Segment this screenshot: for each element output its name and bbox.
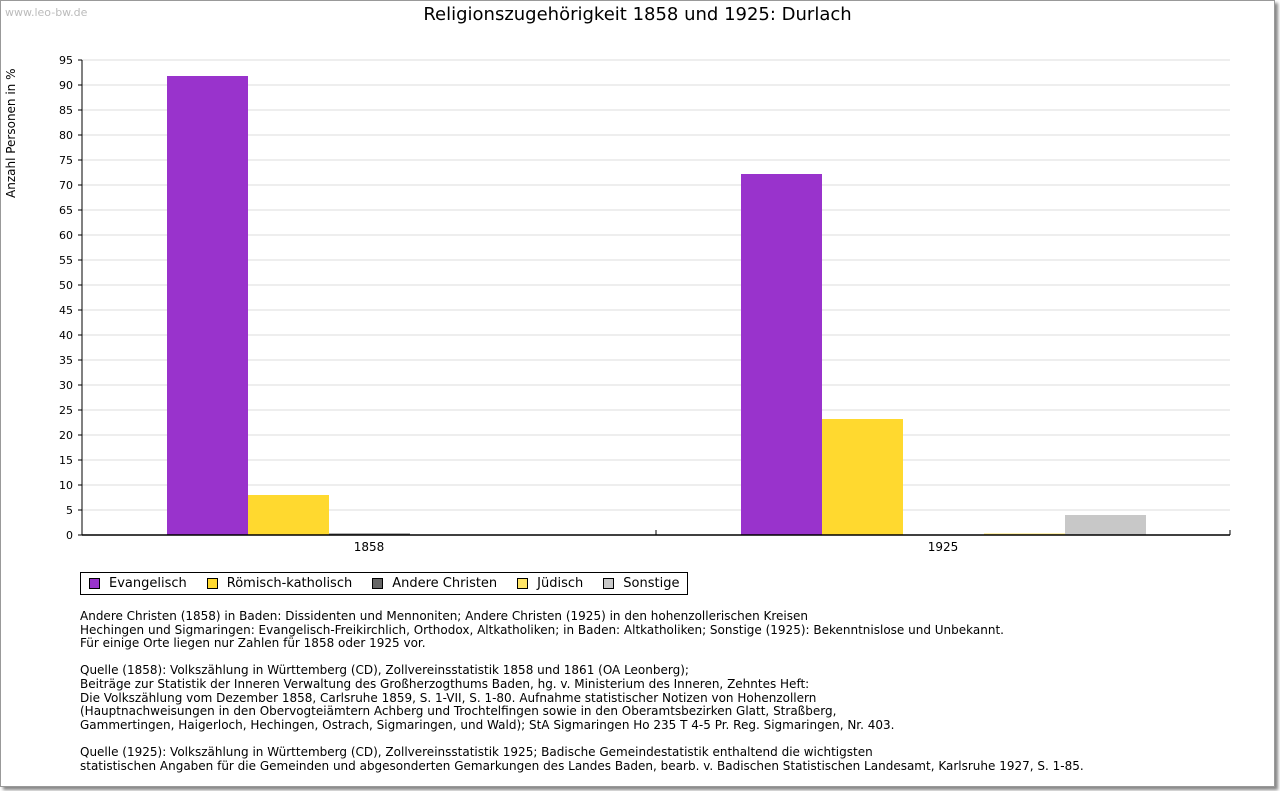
- bar-evangelisch-1925: [741, 174, 822, 535]
- bar-evangelisch-1858: [167, 76, 248, 535]
- legend-item: Evangelisch: [89, 576, 187, 591]
- bar-sonstige-1925: [1065, 515, 1146, 535]
- legend: Evangelisch Römisch-katholisch Andere Chri…: [80, 572, 689, 595]
- y-tick-label: 20: [59, 429, 73, 442]
- legend-item: Römisch-katholisch: [206, 576, 353, 591]
- legend-item: Sonstige: [603, 576, 679, 591]
- y-tick-label: 75: [59, 154, 73, 167]
- legend-item: Jüdisch: [517, 576, 583, 591]
- y-tick-label: 55: [59, 254, 73, 267]
- y-tick-label: 40: [59, 329, 73, 342]
- x-tick-label: 1858: [354, 540, 385, 554]
- y-tick-label: 0: [66, 529, 73, 542]
- bar-chart: 0 5 10 15 20 25 30 35 40 45 50 55 60 65 70 75 80 85 90 95 18…: [59, 54, 1231, 554]
- legend-swatch: [206, 578, 218, 589]
- legend-swatch: [603, 578, 615, 589]
- legend-label: Jüdisch: [537, 576, 584, 591]
- legend-label: Evangelisch: [109, 576, 187, 591]
- note-quelle-1858: Quelle (1858): Volkszählung in Württembe…: [80, 663, 895, 732]
- chart-title: Religionszugehörigkeit 1858 und 1925: Du…: [423, 4, 852, 25]
- note-andere-christen: Andere Christen (1858) in Baden: Disside…: [80, 609, 1004, 651]
- bar-r-misch-katholisch-1858: [248, 495, 329, 535]
- y-tick-label: 70: [59, 179, 73, 192]
- y-tick-label: 25: [59, 404, 73, 417]
- y-tick-label: 95: [59, 54, 73, 67]
- legend-item: Andere Christen: [372, 576, 497, 591]
- watermark: www.leo-bw.de: [5, 6, 88, 19]
- note-quelle-1925: Quelle (1925): Volkszählung in Württembe…: [80, 744, 1084, 773]
- y-tick-label: 35: [59, 354, 73, 367]
- legend-label: Römisch-katholisch: [226, 576, 353, 591]
- footnotes: Andere Christen (1858) in Baden: Disside…: [80, 609, 1084, 787]
- y-tick-label: 45: [59, 304, 73, 317]
- y-tick-label: 10: [59, 479, 73, 492]
- legend-swatch: [89, 578, 100, 589]
- legend-label: Sonstige: [623, 576, 680, 591]
- legend-label: Andere Christen: [392, 576, 498, 591]
- y-tick-label: 5: [66, 504, 73, 517]
- y-tick-label: 90: [59, 79, 73, 92]
- y-tick-label: 50: [59, 279, 73, 292]
- y-tick-label: 80: [59, 129, 73, 142]
- bar-r-misch-katholisch-1925: [822, 419, 903, 535]
- y-tick-label: 85: [59, 104, 73, 117]
- legend-swatch: [517, 578, 529, 589]
- y-tick-label: 30: [59, 379, 73, 392]
- y-tick-label: 15: [59, 454, 73, 467]
- y-tick-label: 60: [59, 229, 73, 242]
- y-tick-label: 65: [59, 204, 73, 217]
- x-tick-label: 1925: [928, 540, 959, 554]
- legend-swatch: [372, 578, 384, 589]
